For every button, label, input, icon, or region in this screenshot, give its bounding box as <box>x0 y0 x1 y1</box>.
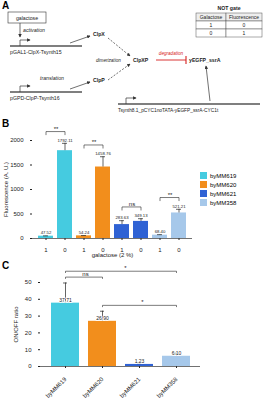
svg-text:byMM619: byMM619 <box>45 376 68 398</box>
svg-text:0: 0 <box>63 247 67 253</box>
svg-text:*: * <box>141 299 144 305</box>
svg-text:1000: 1000 <box>10 186 24 192</box>
html-text:C: C <box>2 260 10 271</box>
svg-text:ns: ns <box>129 201 135 207</box>
svg-text:1500: 1500 <box>10 162 24 168</box>
svg-text:**: ** <box>54 126 59 132</box>
svg-text:0: 0 <box>101 246 105 253</box>
svg-text:1: 1 <box>210 22 213 28</box>
svg-text:degradation: degradation <box>159 51 184 56</box>
svg-text:1792.11: 1792.11 <box>57 138 73 143</box>
svg-text:40: 40 <box>25 296 32 302</box>
svg-text:0: 0 <box>28 363 32 369</box>
svg-text:1: 1 <box>243 30 246 36</box>
svg-text:50: 50 <box>25 279 32 285</box>
svg-text:20: 20 <box>25 330 32 336</box>
svg-text:54.24: 54.24 <box>79 230 90 235</box>
svg-text:NOT gate: NOT gate <box>217 5 240 11</box>
html-text:byMM621: byMM621 <box>210 190 237 197</box>
svg-text:activation: activation <box>23 27 45 33</box>
svg-text:68.40: 68.40 <box>155 229 166 234</box>
svg-text:0: 0 <box>139 247 143 253</box>
svg-text:Galactose: Galactose <box>200 14 223 20</box>
svg-text:**: ** <box>168 192 173 198</box>
svg-text:Tsynth8.1_pCYC1noTATA-yEGFP_ss: Tsynth8.1_pCYC1noTATA-yEGFP_ssrA-CYC1t <box>118 108 219 113</box>
svg-text:1458.76: 1458.76 <box>95 151 111 156</box>
svg-text:521.21: 521.21 <box>172 204 186 209</box>
svg-text:translation: translation <box>40 75 64 81</box>
svg-text:283.63: 283.63 <box>115 215 129 220</box>
svg-text:pGAL1-ClpX-Tsynth15: pGAL1-ClpX-Tsynth15 <box>10 49 62 55</box>
svg-text:ns: ns <box>82 271 88 277</box>
svg-text:byMM620: byMM620 <box>82 376 105 398</box>
svg-text:1: 1 <box>82 247 86 253</box>
svg-text:30: 30 <box>25 313 32 319</box>
svg-text:byMM621: byMM621 <box>119 376 142 398</box>
svg-text:1: 1 <box>158 247 162 253</box>
svg-text:byMM358: byMM358 <box>156 376 179 398</box>
svg-text:0: 0 <box>243 22 246 28</box>
svg-text:pGPD-ClpP-Tsynth16: pGPD-ClpP-Tsynth16 <box>10 95 60 101</box>
svg-text:Fluorescence (A. U.): Fluorescence (A. U.) <box>3 162 9 217</box>
svg-text:37.71: 37.71 <box>59 297 72 303</box>
svg-text:ClpX: ClpX <box>93 31 105 37</box>
html-text:byMM619: byMM619 <box>210 172 237 179</box>
svg-text:1: 1 <box>44 247 48 253</box>
svg-text:galactose: galactose <box>16 15 38 21</box>
svg-text:ClpP: ClpP <box>93 77 105 83</box>
svg-text:ON/OFF ratio: ON/OFF ratio <box>13 306 19 343</box>
svg-text:500: 500 <box>13 211 24 217</box>
svg-text:2000: 2000 <box>10 137 24 143</box>
html-text:B: B <box>2 118 10 129</box>
svg-text:ClpXP: ClpXP <box>133 57 149 63</box>
svg-text:**: ** <box>92 139 97 145</box>
svg-text:Fluorescence: Fluorescence <box>229 14 259 20</box>
svg-text:dimerization: dimerization <box>96 58 121 63</box>
html-text:byMM620: byMM620 <box>210 181 237 188</box>
html-text:A: A <box>2 0 10 11</box>
svg-text:galactose (2 %): galactose (2 %) <box>92 252 134 258</box>
svg-text:yEGFP_ssrA: yEGFP_ssrA <box>189 57 221 63</box>
html-text:byMM358: byMM358 <box>210 199 237 206</box>
svg-text:0: 0 <box>177 247 181 253</box>
svg-text:1.23: 1.23 <box>135 358 145 364</box>
svg-text:0: 0 <box>20 235 24 241</box>
svg-text:47.52: 47.52 <box>41 230 52 235</box>
svg-text:0: 0 <box>210 30 213 36</box>
svg-text:1: 1 <box>120 246 124 253</box>
svg-text:26.90: 26.90 <box>96 315 109 321</box>
svg-text:6.10: 6.10 <box>172 350 182 356</box>
svg-text:349.13: 349.13 <box>134 213 148 218</box>
svg-text:10: 10 <box>25 347 32 353</box>
svg-text:*: * <box>124 265 127 271</box>
